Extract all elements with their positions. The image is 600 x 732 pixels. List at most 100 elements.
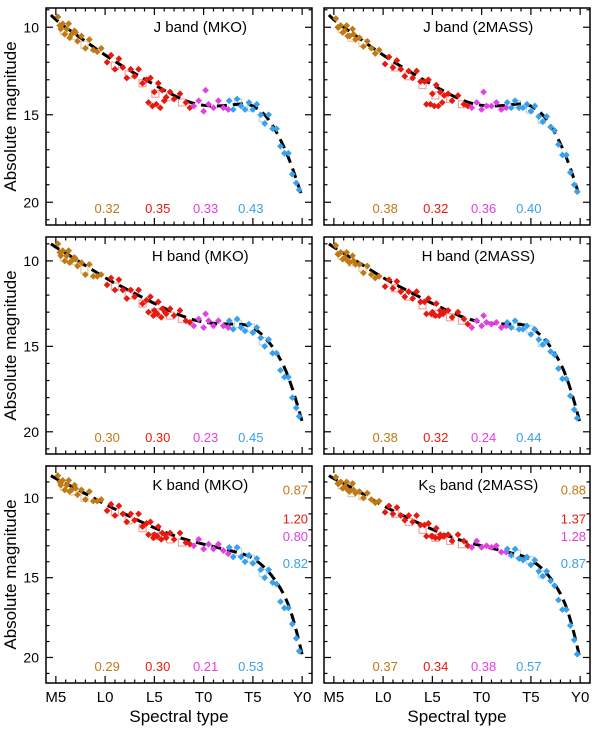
x-tick-label: Y0 xyxy=(571,689,589,706)
scatter-point xyxy=(74,37,81,45)
scatter-point xyxy=(493,319,500,326)
panel-title: H band (MKO) xyxy=(152,248,249,265)
scatter-point xyxy=(334,480,342,487)
scatter-point xyxy=(89,497,97,505)
scatter-group-red xyxy=(381,53,472,110)
scatter-point xyxy=(205,100,212,108)
scatter-point xyxy=(127,510,135,518)
scatter-point xyxy=(107,274,115,282)
scatter-point xyxy=(166,305,174,313)
scatter-point xyxy=(215,540,222,548)
rms-value-orange: 0.38 xyxy=(373,430,398,445)
panel-k-mko: K band (MKO) 0.29 0.30 0.21 0.53 0.87 1.20 0.80… xyxy=(1,465,313,726)
scatter-point xyxy=(473,317,481,325)
scatter-point xyxy=(573,650,581,658)
scatter-group-magenta xyxy=(468,537,510,556)
scatter-point xyxy=(519,325,527,333)
scatter-point xyxy=(261,342,269,350)
scatter-point xyxy=(503,545,511,553)
scatter-point xyxy=(535,567,543,575)
scatter-point xyxy=(389,64,397,71)
scatter-point xyxy=(539,572,547,580)
scatter-group-blue xyxy=(225,543,303,655)
scatter-point xyxy=(350,257,357,265)
scatter-point xyxy=(139,300,146,308)
scatter-point xyxy=(543,337,551,345)
scatter-point xyxy=(444,531,452,539)
scatter-point xyxy=(154,298,162,306)
scatter-point xyxy=(515,104,523,112)
scatter-point xyxy=(349,25,356,33)
scatter-point xyxy=(135,65,143,73)
side-value-blue: 0.87 xyxy=(561,556,586,571)
scatter-point xyxy=(78,259,85,267)
scatter-point xyxy=(409,518,417,526)
scatter-point xyxy=(503,319,511,326)
scatter-point xyxy=(269,125,276,133)
scatter-point xyxy=(562,375,570,383)
scatter-group-orange xyxy=(54,240,105,280)
rms-value-magenta: 0.21 xyxy=(193,659,218,674)
scatter-point xyxy=(421,298,428,306)
scatter-point xyxy=(241,558,249,566)
panel-title: KS band (2MASS) xyxy=(418,477,538,496)
scatter-point xyxy=(284,149,292,157)
scatter-point xyxy=(454,308,462,316)
scatter-point xyxy=(225,317,233,325)
scatter-point xyxy=(205,317,212,325)
y-tick-label: 15 xyxy=(23,570,39,586)
scatter-point xyxy=(375,46,383,54)
scatter-point xyxy=(82,44,89,52)
y-tick-label: 20 xyxy=(23,424,39,440)
scatter-point xyxy=(295,186,303,194)
scatter-point xyxy=(89,272,97,280)
open-square-marker xyxy=(138,299,147,308)
scatter-point xyxy=(72,255,79,263)
scatter-group-red xyxy=(381,276,472,328)
scatter-point xyxy=(343,478,351,486)
scatter-point xyxy=(135,286,143,294)
scatter-point xyxy=(343,248,351,256)
scatter-point xyxy=(249,559,257,567)
scatter-point xyxy=(531,325,539,333)
scatter-point xyxy=(555,365,562,372)
x-tick-label: L5 xyxy=(146,689,163,706)
rms-value-orange: 0.32 xyxy=(95,201,120,216)
rms-value-red: 0.30 xyxy=(145,430,170,445)
rms-value-red: 0.32 xyxy=(423,430,448,445)
scatter-point xyxy=(555,141,562,148)
x-axis-label: Spectral type xyxy=(407,707,506,726)
scatter-point xyxy=(233,315,241,323)
rms-value-orange: 0.30 xyxy=(95,430,120,445)
scatter-point xyxy=(566,622,574,629)
scatter-point xyxy=(381,508,389,516)
scatter-group-magenta xyxy=(190,535,232,558)
x-tick-label: T5 xyxy=(522,689,540,706)
scatter-point xyxy=(82,271,89,278)
scatter-point xyxy=(570,181,578,189)
scatter-point xyxy=(237,102,245,110)
scatter-point xyxy=(502,322,510,330)
scatter-point xyxy=(356,260,363,268)
x-tick-label: T5 xyxy=(244,689,262,706)
x-tick-label: L0 xyxy=(375,689,392,706)
scatter-point xyxy=(157,313,165,321)
scatter-point xyxy=(389,510,397,518)
scatter-point xyxy=(511,545,519,553)
panel-title: H band (2MASS) xyxy=(422,248,535,265)
rms-value-red: 0.35 xyxy=(145,201,170,216)
scatter-point xyxy=(111,512,119,519)
scatter-point xyxy=(107,51,115,59)
scatter-point xyxy=(346,488,354,495)
rms-value-blue: 0.45 xyxy=(238,430,263,445)
rms-value-blue: 0.43 xyxy=(238,201,263,216)
scatter-point xyxy=(393,278,401,285)
scatter-point xyxy=(468,324,476,331)
scatter-point xyxy=(72,29,79,36)
rms-value-magenta: 0.24 xyxy=(471,430,496,445)
rms-value-magenta: 0.23 xyxy=(193,430,218,445)
scatter-point xyxy=(66,34,74,42)
scatter-point xyxy=(241,327,249,335)
scatter-point xyxy=(423,100,430,108)
